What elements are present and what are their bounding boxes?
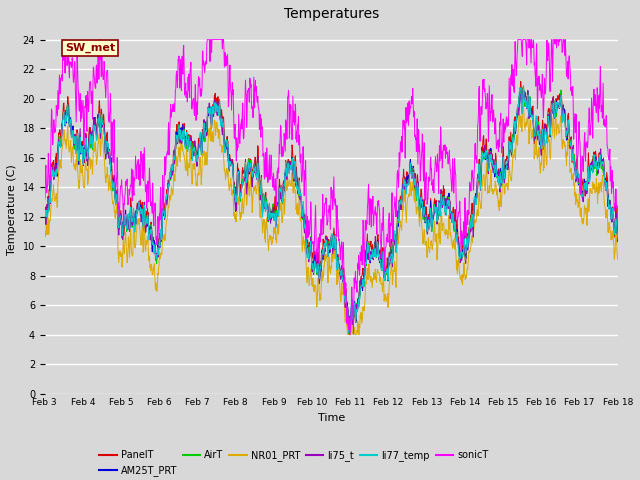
NR01_PRT [496,202,504,207]
Line: li75_t: li75_t [45,90,618,327]
NR01_PRT [614,256,621,262]
AM25T_PRT [614,239,621,245]
AM25T_PRT [232,198,240,204]
Line: AirT: AirT [45,86,618,335]
li77_temp [421,211,429,217]
li75_t [154,254,162,260]
PanelT [345,329,353,335]
sonicT [60,37,68,43]
Line: PanelT: PanelT [45,82,618,332]
Line: li77_temp: li77_temp [45,87,618,333]
NR01_PRT [547,156,554,162]
li77_temp [516,84,524,90]
sonicT [169,102,177,108]
AM25T_PRT [547,128,554,133]
sonicT [41,197,49,203]
AirT [520,83,527,89]
sonicT [496,122,504,128]
li77_temp [547,127,554,133]
PanelT [496,179,504,184]
Line: AM25T_PRT: AM25T_PRT [45,89,618,331]
li75_t [421,214,429,219]
AM25T_PRT [168,165,176,171]
li77_temp [154,252,162,258]
li75_t [519,87,527,93]
PanelT [154,244,162,250]
li75_t [232,208,240,214]
AirT [41,212,49,218]
AM25T_PRT [496,180,504,185]
PanelT [517,79,525,84]
li75_t [547,121,554,127]
sonicT [346,332,353,337]
AirT [614,237,621,242]
NR01_PRT [168,187,176,193]
NR01_PRT [154,272,162,277]
PanelT [41,210,49,216]
li75_t [614,232,621,238]
sonicT [233,135,241,141]
li77_temp [232,199,240,205]
AirT [421,215,429,221]
AM25T_PRT [41,210,49,216]
Y-axis label: Temperature (C): Temperature (C) [7,164,17,254]
Title: Temperatures: Temperatures [284,7,379,21]
PanelT [421,215,429,220]
NR01_PRT [421,236,429,242]
AirT [547,126,554,132]
AM25T_PRT [520,86,527,92]
PanelT [168,169,176,175]
Line: sonicT: sonicT [45,40,618,335]
NR01_PRT [519,98,527,104]
AirT [154,248,162,253]
li75_t [345,324,353,330]
Text: SW_met: SW_met [65,43,115,53]
Legend: PanelT, AM25T_PRT, AirT, NR01_PRT, li75_t, li77_temp, sonicT: PanelT, AM25T_PRT, AirT, NR01_PRT, li75_… [95,446,492,480]
sonicT [421,197,429,203]
AirT [168,164,176,169]
sonicT [614,224,621,230]
AM25T_PRT [154,246,162,252]
PanelT [232,192,240,198]
AM25T_PRT [345,328,353,334]
AirT [232,200,240,205]
NR01_PRT [232,218,240,224]
PanelT [614,238,621,243]
AM25T_PRT [421,215,429,221]
li77_temp [346,330,353,336]
PanelT [547,122,554,128]
sonicT [155,226,163,232]
li77_temp [614,235,621,241]
NR01_PRT [41,232,49,238]
li75_t [41,210,49,216]
li77_temp [41,211,49,216]
li77_temp [168,166,176,171]
li75_t [168,167,176,172]
sonicT [547,72,554,78]
NR01_PRT [344,332,351,337]
li77_temp [496,183,504,189]
AirT [345,332,353,337]
Line: NR01_PRT: NR01_PRT [45,101,618,335]
X-axis label: Time: Time [317,413,345,423]
li75_t [496,186,504,192]
AirT [496,181,504,187]
